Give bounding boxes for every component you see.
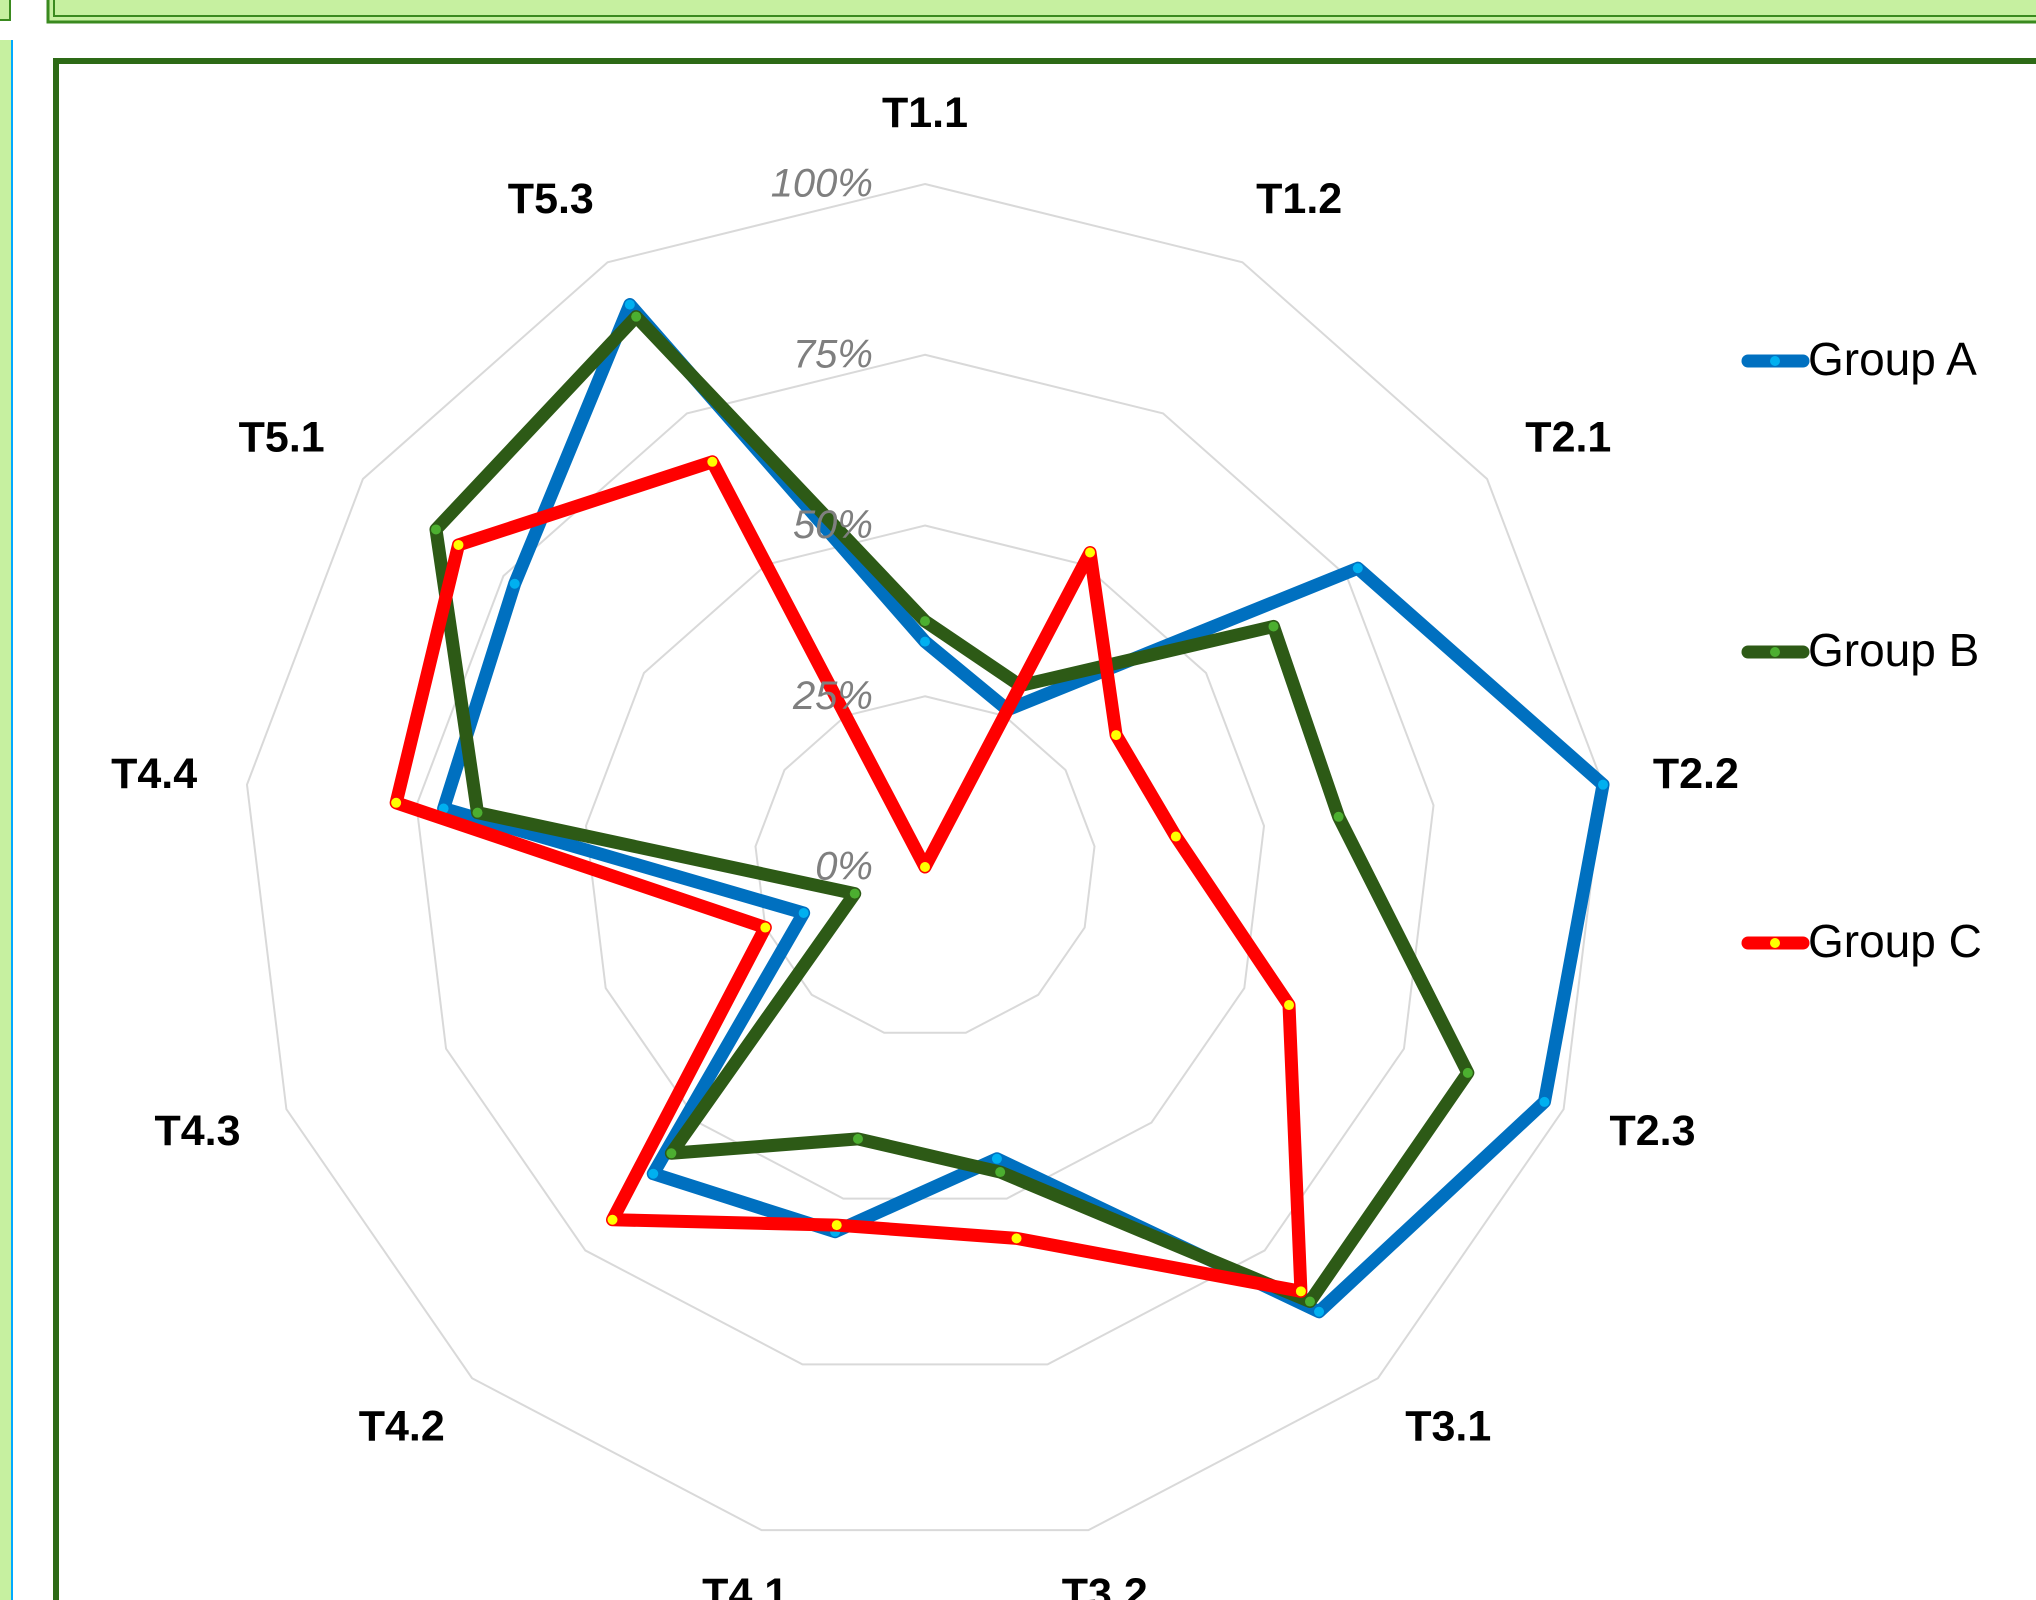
data-point (760, 922, 771, 933)
legend-label: Group A (1808, 333, 1977, 385)
category-label: T2.3 (1609, 1107, 1695, 1155)
category-label: T2.2 (1653, 750, 1739, 798)
data-point (1111, 730, 1122, 741)
data-point (1284, 1000, 1295, 1011)
series-line (389, 455, 1308, 1298)
data-point (391, 797, 402, 808)
series-line (429, 310, 1475, 1309)
grid-ring (754, 695, 1096, 1034)
y-tick-label: 75% (793, 332, 873, 376)
legend-marker (1770, 647, 1780, 657)
data-point (920, 616, 930, 627)
data-point (991, 1153, 1002, 1164)
data-point (849, 888, 860, 899)
data-point (1314, 1306, 1325, 1317)
series-layer (389, 298, 1610, 1319)
legend-marker (1770, 938, 1780, 948)
data-point (648, 1168, 659, 1179)
left-strip (0, 40, 12, 1600)
grid-ring (415, 353, 1435, 1366)
category-label: T4.4 (111, 750, 197, 798)
category-label: T4.1 (702, 1570, 788, 1600)
top-bar (46, 0, 2036, 24)
legend-label: Group B (1808, 624, 1979, 676)
series-line (437, 298, 1610, 1319)
data-point (1295, 1286, 1306, 1297)
data-point (631, 311, 642, 322)
grid-ring (245, 182, 1605, 1532)
data-point (798, 908, 809, 919)
category-label: T1.2 (1256, 175, 1342, 223)
y-tick-label: 50% (793, 503, 873, 547)
data-point (472, 807, 483, 818)
data-point (852, 1133, 863, 1144)
y-tick-label: 0% (815, 845, 873, 889)
category-label: T3.1 (1405, 1403, 1491, 1451)
data-point (1539, 1096, 1550, 1107)
data-point (1268, 621, 1279, 632)
data-point (920, 862, 930, 872)
category-label: T3.2 (1062, 1570, 1148, 1600)
data-point (438, 803, 449, 814)
category-label: T4.2 (359, 1403, 445, 1451)
data-point (624, 299, 635, 310)
data-point (607, 1214, 618, 1225)
data-point (995, 1167, 1006, 1178)
data-point (920, 636, 930, 647)
category-label: T5.1 (239, 414, 325, 462)
category-label: T1.1 (882, 89, 968, 137)
grid-layer (245, 182, 1605, 1532)
data-point (1304, 1296, 1315, 1307)
y-tick-label: 100% (771, 162, 873, 206)
data-point (509, 578, 520, 589)
y-tick-label: 25% (792, 674, 873, 718)
data-point (666, 1148, 677, 1159)
category-label: T2.1 (1525, 414, 1611, 462)
category-label: T5.3 (508, 175, 594, 223)
data-point (1011, 1233, 1022, 1244)
data-point (831, 1220, 842, 1231)
data-point (453, 539, 464, 550)
data-point (1462, 1067, 1473, 1078)
label-layer: T1.1 T1.2 T2.1 T2.2 T2.3 T3.1 T3.2 T4.1 T4.2 T4.3… (111, 89, 1982, 1600)
legend-label: Group C (1808, 915, 1982, 967)
legend-marker (1770, 356, 1780, 366)
chart-frame (53, 58, 2036, 1600)
data-point (1352, 563, 1363, 574)
left-corner (0, 0, 11, 21)
data-point (430, 524, 441, 535)
data-point (1170, 831, 1181, 842)
data-point (1333, 811, 1344, 822)
data-point (1598, 779, 1609, 790)
data-point (707, 456, 718, 467)
category-label: T4.3 (154, 1107, 240, 1155)
grid-ring (584, 524, 1266, 1200)
data-point (1085, 547, 1096, 558)
top-bar-inner (53, 0, 2036, 17)
